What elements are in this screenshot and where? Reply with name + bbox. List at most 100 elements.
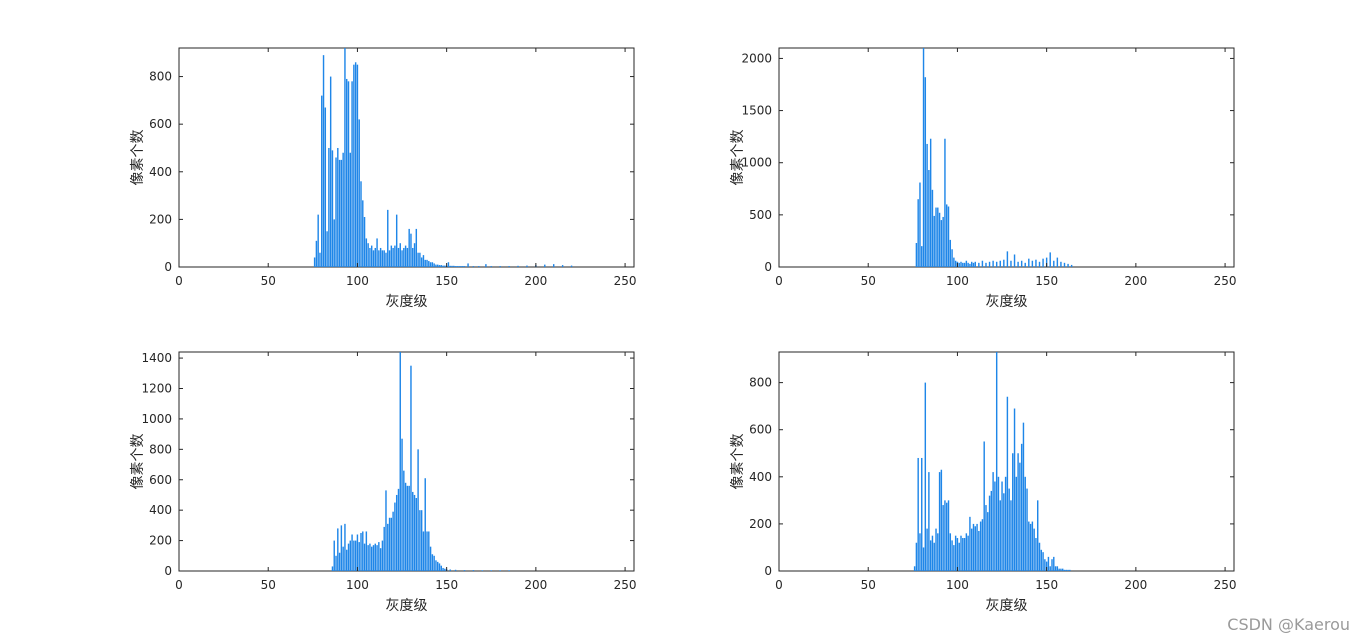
x-tick-label: 150 — [435, 578, 458, 592]
histogram-bar — [1044, 559, 1046, 571]
histogram-bar — [369, 543, 371, 572]
histogram-bar — [570, 265, 573, 267]
subplot-1: 0 50 100 150 200 250 0 200 400 600 800 灰度级 像素个数 — [130, 47, 637, 310]
x-tick-label: 250 — [614, 274, 637, 288]
histogram-bar — [335, 555, 337, 571]
histogram-bar — [383, 250, 385, 267]
histogram-bar — [972, 523, 975, 571]
histogram-bar — [1006, 251, 1009, 267]
histogram-bar — [313, 257, 316, 267]
y-axis-label: 像素个数 — [730, 434, 746, 490]
histogram-bar — [415, 498, 418, 571]
histogram-bar — [322, 55, 325, 267]
histogram-bar — [435, 264, 437, 267]
histogram-bar — [508, 570, 510, 571]
histogram-bar — [422, 255, 425, 267]
histogram-bar — [1010, 500, 1012, 571]
histogram-bar — [337, 528, 339, 571]
histogram-bar — [1028, 258, 1030, 267]
x-tick-label: 200 — [1124, 274, 1147, 288]
histogram-bar — [953, 257, 955, 267]
histogram-bar — [428, 531, 430, 571]
histogram-bar — [937, 207, 939, 267]
histogram-bar — [949, 533, 952, 571]
subplot-3: 0 50 100 150 200 250 0 200 400 600 800 1000 1200 1400… — [130, 351, 637, 614]
histogram-bar — [317, 214, 319, 267]
histogram-bar — [394, 245, 396, 267]
histogram-bar — [988, 495, 991, 571]
histogram-bar — [1029, 523, 1032, 571]
x-axis-label: 灰度级 — [386, 598, 428, 614]
histogram-bar — [1042, 258, 1044, 267]
histogram-bar — [944, 138, 946, 267]
histogram-bar — [408, 485, 410, 571]
histogram-bar — [1067, 263, 1069, 267]
histogram-bar — [429, 546, 432, 571]
histogram-bar — [953, 545, 955, 571]
histogram-bar — [454, 266, 457, 267]
histogram-bar — [410, 365, 412, 571]
histogram-bar — [979, 521, 982, 571]
histogram-bar — [967, 262, 969, 267]
histogram-bar — [351, 81, 353, 267]
histogram-bar — [417, 252, 419, 267]
histogram-bar — [1017, 453, 1019, 571]
histogram-bar — [962, 538, 964, 571]
y-tick-label: 200 — [149, 212, 172, 226]
histogram-bar — [999, 260, 1001, 267]
histogram-bar — [1058, 568, 1060, 571]
histogram-bar — [985, 505, 987, 571]
histogram-bar — [1012, 453, 1014, 571]
histogram-bar — [397, 488, 400, 572]
histogram-bar — [347, 543, 350, 572]
histogram-bar — [431, 262, 434, 267]
histogram-bar — [937, 533, 939, 571]
histogram-bar — [1053, 556, 1055, 571]
histogram-bar — [383, 526, 385, 571]
y-tick-label: 600 — [749, 423, 772, 437]
histogram-bar — [1051, 559, 1053, 571]
histogram-bar — [942, 505, 944, 571]
y-tick-label: 0 — [764, 260, 772, 274]
histogram-bar — [410, 233, 412, 267]
histogram-bar — [438, 563, 441, 571]
histogram-bar — [960, 261, 962, 267]
histogram-bar — [1061, 568, 1064, 571]
histogram-bar — [978, 262, 980, 267]
histogram-bar — [960, 535, 962, 571]
y-tick-label: 200 — [749, 517, 772, 531]
histogram-bar — [449, 569, 451, 571]
histogram-bar — [367, 243, 369, 267]
histogram-bar — [463, 266, 466, 267]
histogram-bar — [378, 250, 380, 267]
y-axis-label: 像素个数 — [130, 434, 146, 490]
histogram-bar — [353, 64, 355, 267]
histogram-bar — [978, 530, 980, 571]
histogram-bar — [331, 566, 334, 571]
histogram-bar — [508, 266, 510, 267]
histogram-bar — [499, 266, 501, 267]
histogram-bar — [965, 533, 968, 571]
histogram-bar — [921, 457, 923, 571]
histogram-bar — [926, 143, 928, 267]
histogram-bar — [935, 207, 937, 267]
x-tick-label: 200 — [1124, 578, 1147, 592]
x-tick-label: 150 — [435, 274, 458, 288]
histogram-bar — [1054, 566, 1057, 571]
histogram-bar — [463, 570, 466, 571]
histogram-bar — [367, 545, 369, 571]
histogram-bar — [335, 157, 337, 267]
histogram-bar — [395, 214, 398, 267]
x-tick-label: 150 — [1035, 578, 1058, 592]
histogram-bar — [365, 238, 368, 267]
histogram-bar — [1013, 254, 1016, 267]
histogram-bar — [967, 535, 969, 571]
histogram-bar — [399, 352, 401, 571]
y-axis-label: 像素个数 — [130, 130, 146, 186]
histogram-bar — [958, 262, 960, 267]
histogram-bar — [454, 569, 457, 571]
histogram-bar — [433, 263, 435, 267]
histogram-bar — [935, 528, 937, 571]
histogram-bar — [1026, 488, 1028, 571]
histogram-bar — [963, 538, 966, 571]
